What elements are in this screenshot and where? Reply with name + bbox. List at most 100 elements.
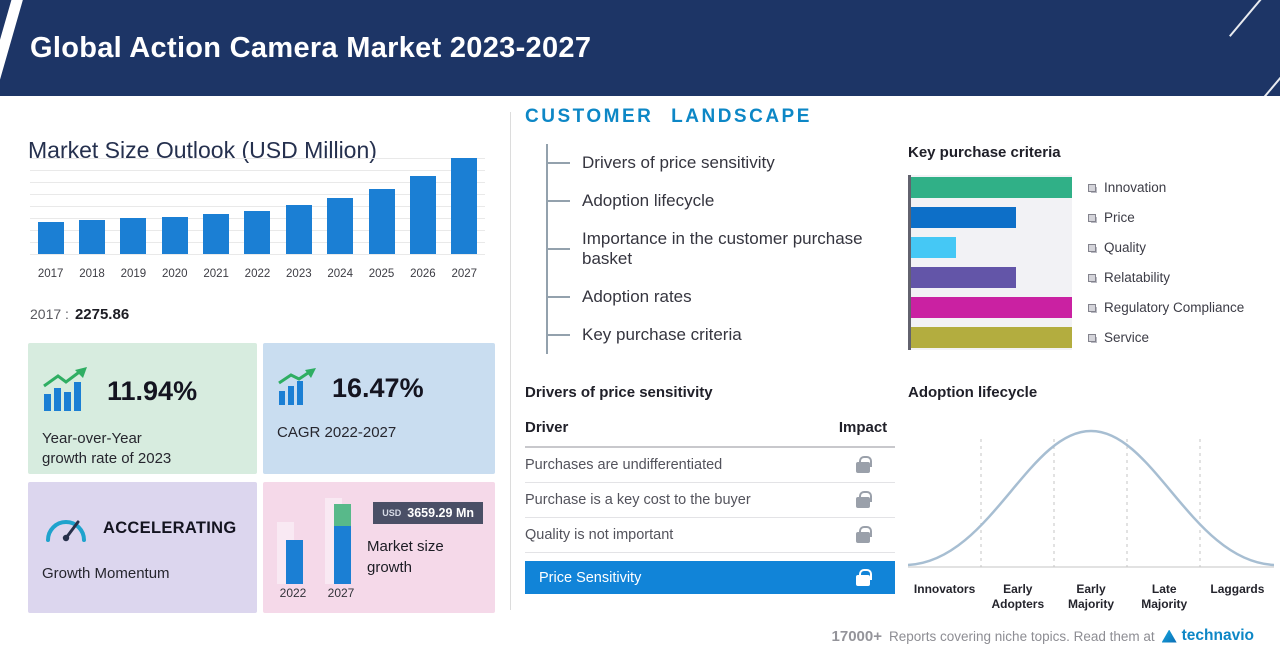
driver-row: Purchase is a key cost to the buyer [525,483,895,518]
chart-bar [37,222,64,254]
yoy-growth-card: 11.94% Year-over-Year growth rate of 202… [28,343,257,474]
highlight-label: Price Sensitivity [539,569,642,586]
chart-bar-group: 2023 [278,158,319,280]
adoption-lifecycle-section: Adoption lifecycle Innovators Early Adopt… [907,384,1275,612]
criteria-bar [911,297,1072,318]
impact-cell [831,491,895,508]
chart-x-label: 2025 [368,268,395,280]
chart-bar-group: 2022 [237,158,278,280]
mini-growth-chart [277,498,357,584]
footer-text: Reports covering niche topics. Read them… [889,628,1155,644]
chart-bar [244,210,271,254]
impact-cell [831,526,895,543]
cagr-card: 16.47% CAGR 2022-2027 [263,343,495,474]
mini-year-2027: 2027 [327,586,355,600]
driver-label: Quality is not important [525,527,674,543]
chart-bar-group: 2019 [113,158,154,280]
chart-x-label: 2017 [37,268,64,280]
bar-chart-up-icon [277,367,319,410]
momentum-value: ACCELERATING [103,519,237,537]
technavio-triangle-icon [1161,629,1177,643]
legend-item: Price [1088,207,1244,228]
legend-item: Service [1088,327,1244,348]
key-purchase-criteria-section: Key purchase criteria Innovation Price Q [908,144,1274,350]
reports-count: 17000+ [831,627,882,645]
technavio-logo[interactable]: technavio [1161,627,1254,645]
price-sensitivity-title: Drivers of price sensitivity [525,384,713,401]
criteria-bar-row [911,207,1072,228]
criteria-bar-row [911,267,1072,288]
legend-label: Price [1104,210,1135,225]
landscape-list-item: Adoption lifecycle [548,182,868,220]
growth-momentum-card: ACCELERATING Growth Momentum [28,482,257,613]
legend-marker-icon [1088,243,1096,252]
lifecycle-stage-label: Early Adopters [991,582,1045,611]
chart-x-label: 2027 [451,268,478,280]
legend-item: Regulatory Compliance [1088,297,1244,318]
legend-label: Quality [1104,240,1147,255]
momentum-label: Growth Momentum [42,565,170,582]
chart-x-label: 2024 [327,268,353,280]
lifecycle-stage-label: Innovators [913,582,976,596]
lifecycle-stage-label: Laggards [1210,582,1265,596]
criteria-legend: Innovation Price Quality Relatability Re… [1088,175,1244,350]
criteria-bar [911,207,1016,228]
technavio-wordmark: technavio [1181,627,1254,644]
impact-cell [831,456,895,473]
chart-bar-group: 2026 [402,158,443,280]
landscape-list-item: Drivers of price sensitivity [548,144,868,182]
criteria-bar [911,177,1072,198]
criteria-bar-chart [908,175,1072,350]
lifecycle-stage-label: Late Majority [1141,582,1188,611]
price-sensitivity-highlight-row: Price Sensitivity [525,561,895,594]
chart-bar [368,188,395,254]
panel-divider [510,112,511,610]
criteria-bar-row [911,297,1072,318]
bar-chart-up-icon [42,367,94,416]
adoption-lifecycle-title: Adoption lifecycle [908,384,1038,401]
legend-label: Relatability [1104,270,1171,285]
mini-bar-2027 [325,498,357,584]
driver-row: Purchases are undifferentiated [525,448,895,483]
lock-icon [856,526,872,543]
legend-item: Quality [1088,237,1244,258]
chart-bar-group: 2020 [154,158,195,280]
footer: 17000+ Reports covering niche topics. Re… [832,627,1254,645]
header-decoration-right-bottom [1249,63,1280,96]
chart-x-label: 2026 [410,268,436,280]
lifecycle-curve-chart [907,417,1275,578]
price-sensitivity-section: Drivers of price sensitivity Driver Impa… [525,384,895,594]
driver-row: Quality is not important [525,518,895,553]
chart-x-label: 2022 [244,268,271,280]
badge-value: 3659.29 Mn [407,506,474,520]
chart-bar [285,205,312,254]
legend-marker-icon [1088,213,1096,222]
chart-x-label: 2019 [120,268,147,280]
badge-currency: USD [382,508,402,518]
driver-label: Purchases are undifferentiated [525,457,723,473]
mini-year-2022: 2022 [279,586,307,600]
mini-chart-years: 2022 2027 [277,586,357,600]
chart-bar-group: 2024 [320,158,361,280]
criteria-bar-row [911,177,1072,198]
driver-label: Purchase is a key cost to the buyer [525,492,751,508]
bell-curve [907,429,1275,568]
chart-bar [409,176,436,254]
chart-bar [161,216,188,254]
chart-x-label: 2020 [161,268,188,280]
legend-marker-icon [1088,303,1096,312]
criteria-bar-row [911,327,1072,348]
driver-table-rows: Purchases are undifferentiated Purchase … [525,448,895,553]
criteria-bar [911,267,1016,288]
criteria-bar [911,237,957,258]
key-purchase-criteria-title: Key purchase criteria [908,144,1061,161]
speedometer-gauge-icon [42,506,90,551]
chart-x-label: 2018 [79,268,105,280]
legend-marker-icon [1088,183,1096,192]
lock-icon [856,456,872,473]
legend-item: Innovation [1088,177,1244,198]
header-decoration-right-top [1229,0,1273,37]
driver-column-header: Driver [525,419,569,436]
driver-table-header: Driver Impact [525,419,895,448]
chart-bar [327,197,354,254]
